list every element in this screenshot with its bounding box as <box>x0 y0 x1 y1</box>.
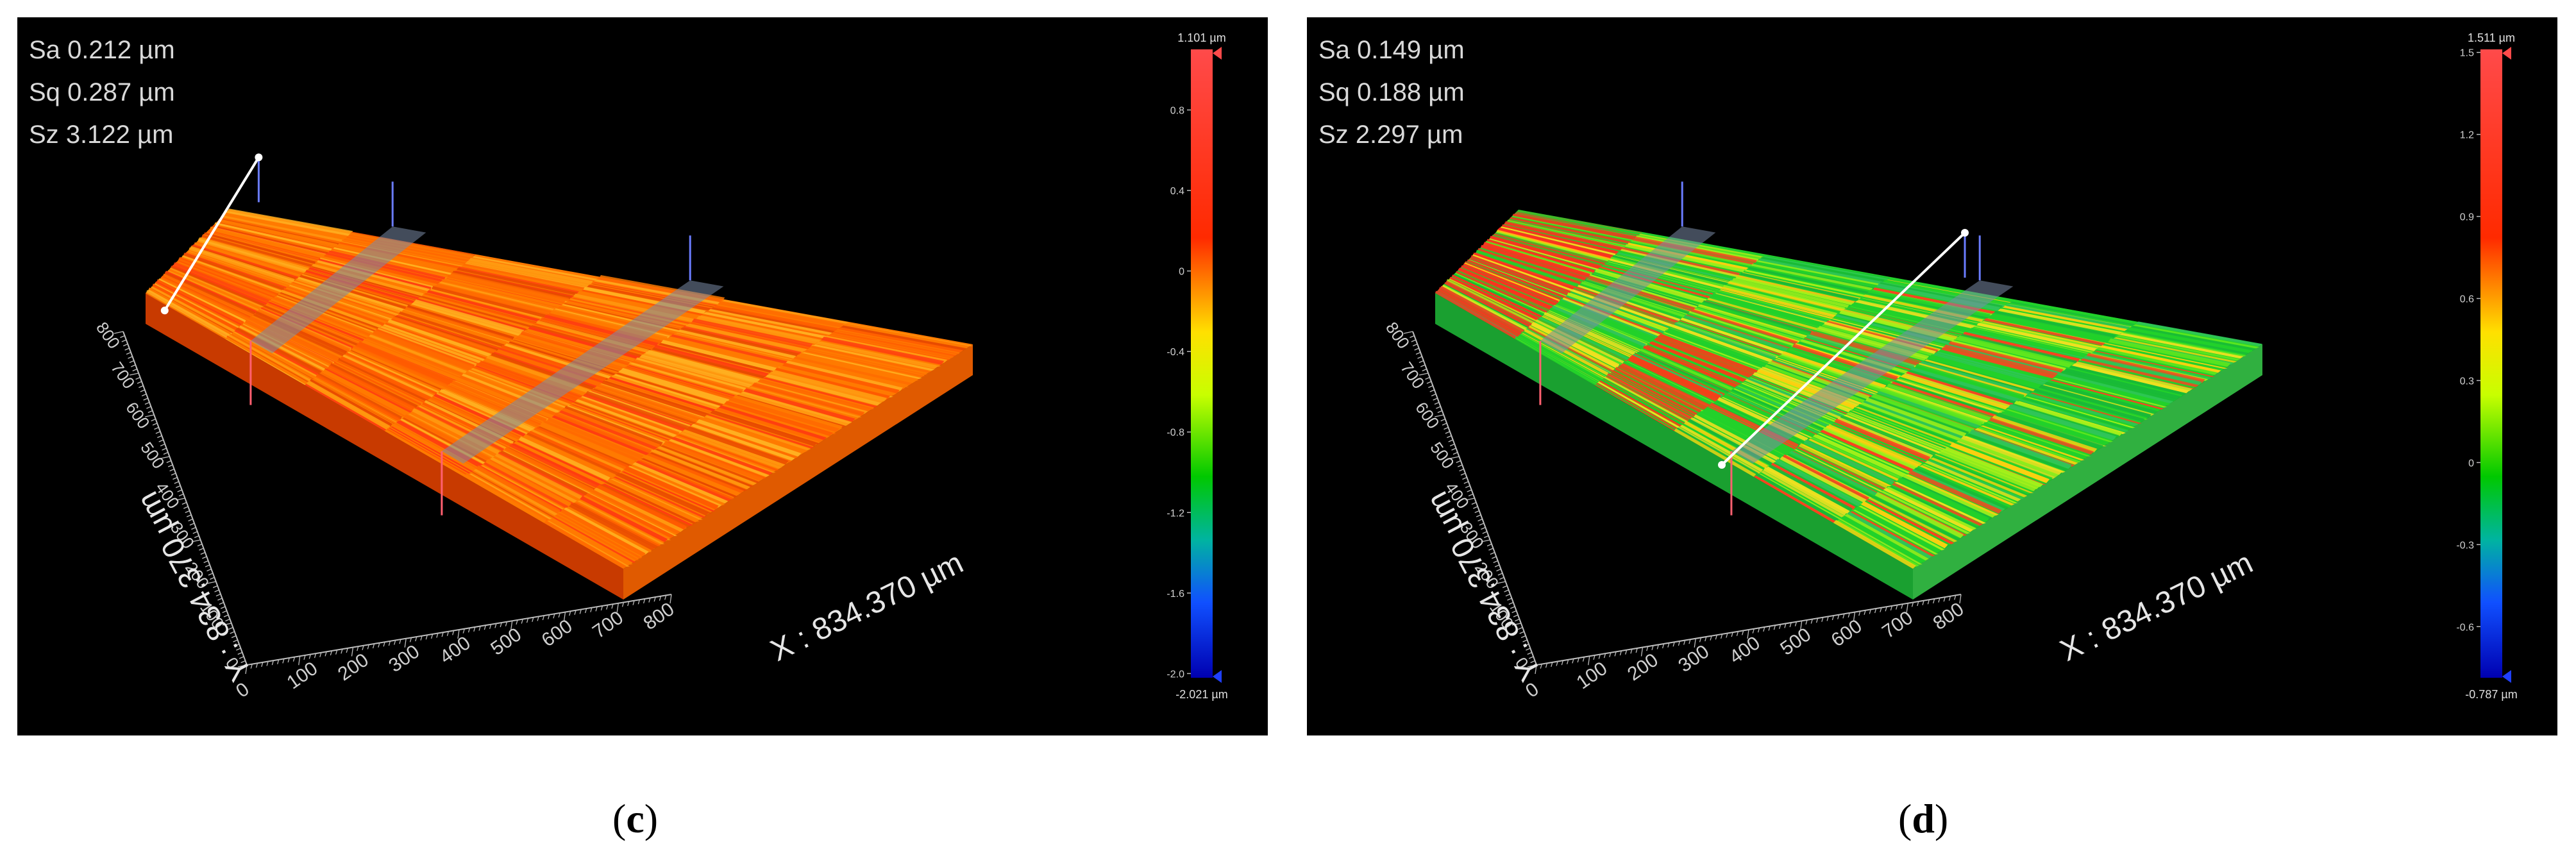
stat-sq-d: Sq 0.188 µm <box>1318 78 1465 106</box>
scale-tick-label: 0 <box>1179 267 1184 278</box>
y-tick-label: 700 <box>1397 358 1428 392</box>
x-tick-label: 700 <box>1878 607 1917 643</box>
color-scale-d: 1.511 µm -0.787 µm 1.5 1.2 0.9 0.6 0.3 0 -0.3 -0.… <box>2456 31 2517 701</box>
scale-tick-label: 1.2 <box>2460 130 2474 141</box>
surface-c <box>146 208 973 600</box>
y-tick-label: 600 <box>122 398 153 432</box>
scale-max-label: 1.101 µm <box>1177 31 1225 44</box>
stat-sq-c: Sq 0.287 µm <box>29 78 175 106</box>
scale-min-label: -0.787 µm <box>2465 688 2517 701</box>
scale-tick-label: 0.6 <box>2460 294 2474 305</box>
x-tick-label: 400 <box>436 632 475 668</box>
profile-line-c <box>164 156 260 312</box>
x-tick-label: 100 <box>1573 658 1612 694</box>
measurement-panel-c: 0 100 200 300 400 500 600 700 800 0 100 200 300 400 50… <box>17 17 1268 735</box>
scale-tick-label: 0.4 <box>1170 186 1184 197</box>
scale-tick-label: -0.8 <box>1166 428 1184 439</box>
scale-tick-label: -1.2 <box>1166 508 1184 519</box>
x-tick-label: 600 <box>538 616 577 651</box>
y-tick-label: 800 <box>1382 318 1413 352</box>
scale-tick-label: 0 <box>2468 458 2474 469</box>
panel-caption-c: (c) <box>612 796 659 841</box>
y-tick-label: 700 <box>107 358 139 392</box>
surface-scene-d: 0 100 200 300 400 500 600 700 800010020030040050… <box>1382 31 2518 702</box>
measurement-panel-d: 0 100 200 300 400 500 600 700 800 0 100 200 300 400 50… <box>1307 17 2557 735</box>
cut-plane-c-0 <box>250 226 426 353</box>
x-tick-label: 200 <box>334 650 373 685</box>
stat-sz-d: Sz 2.297 µm <box>1318 121 1463 149</box>
roughness-stats-c: Sa 0.212 µm Sq 0.287 µm Sz 3.122 µm <box>29 29 175 156</box>
scale-tick-label: -0.4 <box>1166 347 1184 358</box>
y-tick-label: 800 <box>92 318 124 352</box>
stat-sa-d: Sa 0.149 µm <box>1318 36 1465 64</box>
panel-caption-d: (d) <box>1898 796 1949 841</box>
profile-line-d <box>1721 231 1966 466</box>
surface-scene-c: 0 100 200 300 400 500 600 700 800010020030040050… <box>92 31 1228 702</box>
x-tick-label: 700 <box>589 607 627 643</box>
x-tick-label: 500 <box>487 624 525 660</box>
scale-tick-label: -0.3 <box>2456 540 2474 551</box>
stat-sa-c: Sa 0.212 µm <box>29 36 175 64</box>
y-tick-label: 500 <box>137 439 168 473</box>
scale-tick-label: -1.6 <box>1166 589 1184 600</box>
stat-sz-c: Sz 3.122 µm <box>29 121 174 149</box>
y-axis-title: Y : 834.370 µm <box>130 486 258 686</box>
cut-plane-d-0 <box>1540 226 1716 353</box>
scale-tick-label: 0.9 <box>2460 212 2474 223</box>
scale-tick-label: 1.5 <box>2460 48 2474 59</box>
scale-max-label: 1.511 µm <box>2468 31 2515 44</box>
color-scale-c: 1.101 µm -2.021 µm 0.8 0.4 0 -0.4 -0.8 -1.2 -1.6… <box>1166 31 1227 701</box>
roughness-stats-d: Sa 0.149 µm Sq 0.188 µm Sz 2.297 µm <box>1318 29 1465 156</box>
scale-min-label: -2.021 µm <box>1175 688 1227 701</box>
y-tick-label: 600 <box>1411 398 1443 432</box>
y-tick-label: 500 <box>1426 439 1458 473</box>
scale-tick-label: 0.8 <box>1170 105 1184 116</box>
x-tick-label: 300 <box>385 641 423 676</box>
cut-plane-c-1 <box>441 280 724 464</box>
x-tick-label: 500 <box>1776 624 1815 660</box>
x-tick-label: 800 <box>1930 598 1968 634</box>
y-axis-title: Y : 834.370 µm <box>1420 486 1548 686</box>
x-tick-label: 300 <box>1674 641 1713 676</box>
x-tick-label: 100 <box>283 658 322 694</box>
scale-tick-label: -0.6 <box>2456 622 2474 633</box>
x-axis-title: X : 834.370 µm <box>2055 546 2259 668</box>
x-tick-label: 600 <box>1828 616 1866 651</box>
scale-tick-label: -2.0 <box>1166 669 1184 680</box>
x-tick-label: 400 <box>1726 632 1764 668</box>
x-axis-title: X : 834.370 µm <box>766 546 969 668</box>
x-tick-label: 200 <box>1624 650 1662 685</box>
x-tick-label: 800 <box>640 598 678 634</box>
cut-plane-d-1 <box>1731 280 2014 464</box>
surface-d <box>1435 210 2262 600</box>
scale-tick-label: 0.3 <box>2460 376 2474 387</box>
